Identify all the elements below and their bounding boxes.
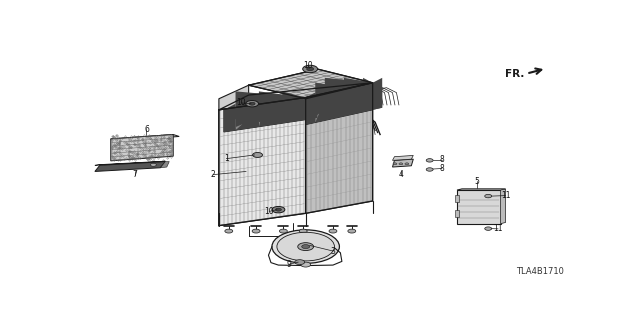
- Text: FR.: FR.: [505, 68, 524, 79]
- FancyBboxPatch shape: [455, 210, 459, 217]
- Polygon shape: [247, 92, 306, 129]
- Polygon shape: [325, 83, 350, 120]
- Circle shape: [303, 65, 317, 73]
- Polygon shape: [372, 78, 382, 110]
- Circle shape: [484, 227, 492, 230]
- Polygon shape: [95, 161, 165, 165]
- Text: 11: 11: [501, 191, 510, 200]
- Text: 11: 11: [493, 224, 503, 233]
- Polygon shape: [392, 156, 413, 160]
- Polygon shape: [306, 92, 372, 112]
- Polygon shape: [161, 162, 169, 168]
- Circle shape: [301, 244, 310, 249]
- Text: 2: 2: [211, 170, 215, 179]
- Polygon shape: [353, 78, 372, 114]
- Polygon shape: [111, 134, 179, 141]
- Polygon shape: [316, 78, 372, 123]
- Polygon shape: [249, 69, 372, 99]
- Text: 8: 8: [440, 156, 444, 164]
- Polygon shape: [271, 92, 306, 125]
- Polygon shape: [500, 189, 506, 224]
- Circle shape: [301, 262, 310, 267]
- Polygon shape: [334, 78, 372, 118]
- Text: 10: 10: [303, 60, 313, 69]
- Polygon shape: [224, 104, 306, 122]
- Polygon shape: [350, 83, 372, 112]
- Text: 4: 4: [399, 170, 404, 179]
- Polygon shape: [219, 98, 306, 226]
- Circle shape: [484, 194, 492, 198]
- Polygon shape: [259, 98, 271, 127]
- Polygon shape: [306, 83, 350, 124]
- Polygon shape: [328, 88, 382, 110]
- Polygon shape: [306, 83, 372, 213]
- Circle shape: [277, 232, 335, 261]
- Polygon shape: [95, 162, 165, 172]
- Circle shape: [272, 206, 285, 213]
- Circle shape: [348, 229, 356, 233]
- Text: 10: 10: [265, 207, 275, 216]
- Circle shape: [272, 230, 339, 263]
- Text: 1: 1: [224, 154, 228, 163]
- Polygon shape: [306, 92, 334, 120]
- Polygon shape: [457, 189, 506, 190]
- Text: 5: 5: [474, 177, 479, 186]
- Polygon shape: [328, 88, 344, 118]
- Polygon shape: [265, 98, 294, 123]
- Text: 7: 7: [132, 170, 137, 179]
- Text: 3: 3: [330, 246, 335, 256]
- Circle shape: [426, 159, 433, 162]
- Circle shape: [405, 163, 409, 165]
- Polygon shape: [392, 159, 413, 167]
- Polygon shape: [344, 83, 353, 116]
- Circle shape: [399, 163, 403, 165]
- Circle shape: [150, 163, 156, 166]
- Polygon shape: [236, 98, 265, 130]
- Polygon shape: [224, 92, 306, 132]
- Polygon shape: [294, 92, 306, 122]
- Polygon shape: [306, 92, 353, 116]
- Polygon shape: [316, 88, 328, 123]
- Polygon shape: [224, 104, 282, 125]
- Circle shape: [307, 67, 314, 71]
- Text: TLA4B1710: TLA4B1710: [516, 267, 564, 276]
- Circle shape: [298, 243, 314, 251]
- Circle shape: [249, 102, 255, 105]
- Polygon shape: [224, 104, 259, 129]
- Polygon shape: [328, 88, 363, 114]
- Polygon shape: [306, 92, 316, 124]
- Circle shape: [275, 208, 282, 211]
- Text: 9: 9: [286, 260, 291, 269]
- Circle shape: [252, 229, 260, 233]
- Polygon shape: [219, 85, 249, 226]
- Circle shape: [295, 260, 305, 265]
- Circle shape: [393, 163, 397, 165]
- Text: 8: 8: [440, 164, 444, 173]
- Polygon shape: [111, 134, 173, 161]
- Circle shape: [246, 100, 259, 107]
- Circle shape: [300, 229, 307, 233]
- Polygon shape: [265, 98, 317, 120]
- Text: 6: 6: [144, 124, 149, 133]
- FancyBboxPatch shape: [455, 195, 459, 202]
- Circle shape: [280, 229, 287, 233]
- Polygon shape: [457, 190, 500, 224]
- Text: 10: 10: [236, 99, 246, 108]
- Circle shape: [253, 153, 262, 157]
- Circle shape: [426, 168, 433, 171]
- Polygon shape: [306, 83, 372, 124]
- Polygon shape: [224, 98, 306, 132]
- Circle shape: [225, 229, 233, 233]
- Circle shape: [329, 229, 337, 233]
- Polygon shape: [224, 104, 236, 132]
